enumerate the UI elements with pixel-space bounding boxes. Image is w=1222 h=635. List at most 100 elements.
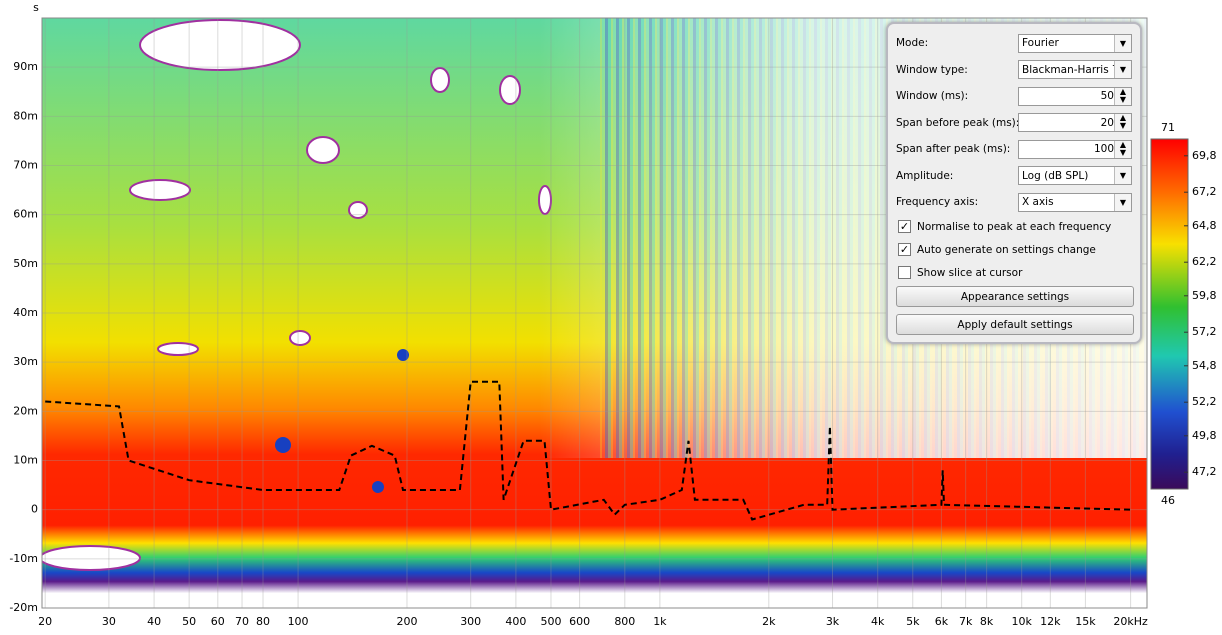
checkbox-label: Normalise to peak at each frequency — [917, 220, 1112, 233]
x-tick-label: 20kHz — [1113, 615, 1148, 628]
colorbar-min: 46 — [1161, 494, 1175, 507]
colorbar-max: 71 — [1161, 121, 1175, 134]
field-row: Window type: Blackman-Harris 7 ▼ — [896, 59, 1134, 81]
y-tick-label: 10m — [13, 454, 38, 467]
x-tick-label: 200 — [396, 615, 417, 628]
colorbar-tick-label: 69,8 — [1192, 149, 1217, 162]
colorbar-tick-label: 52,2 — [1192, 395, 1217, 408]
checkbox-row[interactable]: ✓ Normalise to peak at each frequency — [898, 220, 1111, 233]
control-arrow: ▲ ▼ — [1114, 140, 1131, 158]
peak-line — [45, 380, 1131, 521]
field-label: Span after peak (ms): — [896, 143, 1011, 155]
x-tick-label: 60 — [211, 615, 225, 628]
checkbox: ✓ — [898, 243, 911, 256]
colorbar-tick-label: 59,8 — [1192, 289, 1217, 302]
field-row: Mode: Fourier ▼ — [896, 32, 1134, 54]
checkbox-row[interactable]: ✓ Auto generate on settings change — [898, 243, 1096, 256]
x-tick-label: 100 — [288, 615, 309, 628]
colorbar-tick-label: 62,2 — [1192, 255, 1217, 268]
field-label: Mode: — [896, 37, 929, 49]
field-value: 50 — [1100, 90, 1114, 102]
x-tick-label: 40 — [147, 615, 161, 628]
colorbar — [1150, 138, 1189, 490]
colorbar-tick-label: 54,8 — [1192, 359, 1217, 372]
field-row: Span before peak (ms): 20 ▲ ▼ — [896, 112, 1134, 134]
y-tick-label: 0 — [31, 503, 38, 516]
settings-panel: Mode: Fourier ▼ Window type: Blackman-Harris… — [886, 22, 1142, 344]
field-row: Frequency axis: X axis ▼ — [896, 191, 1134, 213]
x-tick-label: 300 — [460, 615, 481, 628]
dropdown[interactable]: X axis ▼ — [1018, 192, 1132, 212]
y-tick-label: 30m — [13, 355, 38, 368]
spinner[interactable]: 100 ▲ ▼ — [1018, 139, 1132, 159]
button[interactable]: Apply default settings — [896, 314, 1134, 335]
colorbar-tick-label: 64,8 — [1192, 219, 1217, 232]
field-row: Window (ms): 50 ▲ ▼ — [896, 85, 1134, 107]
y-tick-label: 20m — [13, 404, 38, 417]
x-tick-label: 30 — [102, 615, 116, 628]
x-tick-label: 10k — [1011, 615, 1032, 628]
field-row: Amplitude: Log (dB SPL) ▼ — [896, 165, 1134, 187]
x-tick-label: 80 — [256, 615, 270, 628]
control-arrow: ▲ ▼ — [1114, 114, 1131, 131]
checkbox-label: Show slice at cursor — [917, 266, 1023, 279]
x-tick-label: 8k — [980, 615, 994, 628]
y-tick-label: 50m — [13, 257, 38, 270]
y-tick-label: -20m — [9, 601, 38, 614]
dropdown[interactable]: Fourier ▼ — [1018, 33, 1132, 53]
spinner[interactable]: 20 ▲ ▼ — [1018, 113, 1132, 132]
x-tick-label: 7k — [959, 615, 973, 628]
x-tick-label: 70 — [235, 615, 249, 628]
field-value: X axis — [1022, 196, 1054, 208]
field-label: Window type: — [896, 63, 968, 76]
control-arrow: ▼ — [1114, 34, 1131, 52]
checkbox — [898, 266, 911, 279]
colorbar-tick-label: 47,2 — [1192, 465, 1217, 478]
control-arrow: ▼ — [1114, 167, 1131, 184]
control-arrow: ▼ — [1114, 61, 1131, 78]
x-tick-label: 12k — [1040, 615, 1061, 628]
y-tick-label: 40m — [13, 306, 38, 319]
field-label: Amplitude: — [896, 169, 954, 182]
dropdown[interactable]: Blackman-Harris 7 ▼ — [1018, 60, 1132, 79]
field-row: Span after peak (ms): 100 ▲ ▼ — [896, 138, 1134, 160]
x-tick-label: 50 — [182, 615, 196, 628]
x-tick-label: 2k — [762, 615, 776, 628]
colorbar-tick-label: 57,2 — [1192, 325, 1217, 338]
y-tick-label: 60m — [13, 208, 38, 221]
x-tick-label: 15k — [1075, 615, 1096, 628]
plot-frame — [41, 17, 1148, 609]
x-tick-label: 5k — [906, 615, 920, 628]
field-value: Log (dB SPL) — [1022, 169, 1089, 182]
x-tick-label: 400 — [505, 615, 526, 628]
y-tick-label: -10m — [9, 552, 38, 565]
field-value: 100 — [1093, 143, 1114, 155]
field-value: Fourier — [1022, 37, 1059, 49]
x-tick-label: 4k — [871, 615, 885, 628]
spinner[interactable]: 50 ▲ ▼ — [1018, 86, 1132, 106]
x-tick-label: 500 — [540, 615, 561, 628]
x-tick-label: 600 — [569, 615, 590, 628]
button[interactable]: Appearance settings — [896, 286, 1134, 307]
x-tick-label: 6k — [935, 615, 949, 628]
field-value: 20 — [1100, 116, 1114, 129]
field-label: Span before peak (ms): — [896, 116, 1020, 129]
colorbar-tick-label: 49,8 — [1192, 429, 1217, 442]
checkbox: ✓ — [898, 220, 911, 233]
field-value: Blackman-Harris 7 — [1022, 63, 1119, 76]
dropdown[interactable]: Log (dB SPL) ▼ — [1018, 166, 1132, 185]
y-tick-label: 90m — [13, 60, 38, 73]
x-tick-label: 1k — [653, 615, 667, 628]
control-arrow: ▲ ▼ — [1114, 87, 1131, 105]
checkbox-label: Auto generate on settings change — [917, 243, 1096, 256]
field-label: Frequency axis: — [896, 196, 979, 208]
checkbox-row[interactable]: Show slice at cursor — [898, 266, 1022, 279]
x-tick-label: 20 — [38, 615, 52, 628]
x-tick-label: 800 — [614, 615, 635, 628]
colorbar-tick-label: 67,2 — [1192, 185, 1217, 198]
y-axis-label: s — [33, 1, 39, 14]
y-tick-label: 70m — [13, 159, 38, 172]
y-tick-label: 80m — [13, 109, 38, 122]
